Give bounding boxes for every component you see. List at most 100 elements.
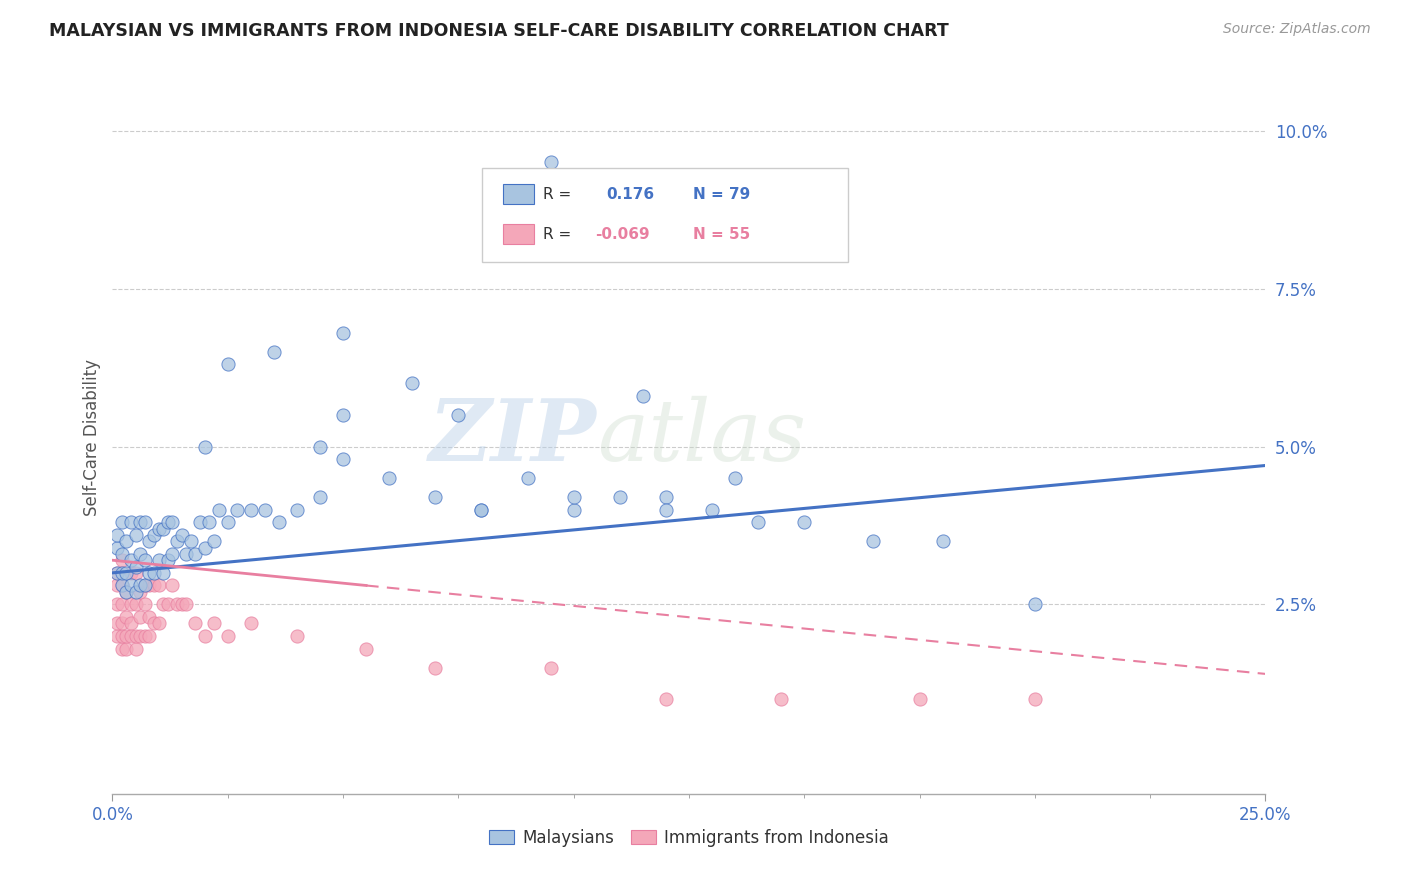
Point [207,502,229,516]
Point [105,598,128,612]
Text: -0.069: -0.069 [595,227,650,242]
Point [111,516,134,530]
Point [124,641,146,656]
Text: Source: ZipAtlas.com: Source: ZipAtlas.com [1223,22,1371,37]
Point [115,584,138,599]
Point [120,598,142,612]
Point [120,578,142,592]
Point [263,344,285,359]
Text: R =: R = [543,227,571,242]
Point [105,566,128,580]
Point [120,553,142,567]
Point [217,629,239,643]
Point [120,629,142,643]
Point [401,376,423,391]
Point [111,629,134,643]
Point [105,528,128,542]
Point [655,502,678,516]
Point [156,553,179,567]
Point [470,502,492,516]
Point [540,660,562,674]
Point [152,522,174,536]
Point [285,502,308,516]
Point [202,534,225,549]
Point [447,408,470,422]
Point [115,610,138,624]
Point [129,578,152,592]
Point [152,566,174,580]
Point [129,516,152,530]
Text: ZIP: ZIP [429,395,596,479]
Point [180,534,202,549]
Point [425,490,447,504]
Point [143,578,166,592]
Point [111,578,134,592]
Point [309,490,332,504]
Point [148,616,170,631]
Point [111,641,134,656]
Point [332,452,354,467]
Point [162,547,184,561]
Point [309,440,332,454]
Text: atlas: atlas [596,396,806,478]
Point [111,553,134,567]
Point [1024,692,1046,706]
Point [105,616,128,631]
Point [378,471,401,485]
Point [562,490,585,504]
Point [148,578,170,592]
Point [138,610,160,624]
Point [700,502,723,516]
Point [148,553,170,567]
Point [120,516,142,530]
Point [170,598,193,612]
Point [129,629,152,643]
Point [134,629,156,643]
Point [124,559,146,574]
Point [747,516,769,530]
Point [285,629,308,643]
Point [166,534,188,549]
Point [124,584,146,599]
Point [124,566,146,580]
Text: R =: R = [543,186,571,202]
Point [111,616,134,631]
Point [105,541,128,555]
Point [174,598,197,612]
Point [134,578,156,592]
Point [655,490,678,504]
Point [332,408,354,422]
Point [129,584,152,599]
Point [217,516,239,530]
Point [267,516,290,530]
Point [239,502,262,516]
Point [120,566,142,580]
Point [354,641,377,656]
Point [239,616,262,631]
Point [194,440,217,454]
Point [134,598,156,612]
Point [143,566,166,580]
Point [138,578,160,592]
Point [862,534,884,549]
Point [111,598,134,612]
Text: MALAYSIAN VS IMMIGRANTS FROM INDONESIA SELF-CARE DISABILITY CORRELATION CHART: MALAYSIAN VS IMMIGRANTS FROM INDONESIA S… [49,22,949,40]
Point [174,547,197,561]
Point [226,502,249,516]
Point [184,616,207,631]
Point [609,490,631,504]
Point [115,584,138,599]
Point [770,692,793,706]
Y-axis label: Self-Care Disability: Self-Care Disability [83,359,101,516]
Point [115,534,138,549]
Point [143,528,166,542]
Point [111,578,134,592]
Point [162,516,184,530]
Point [111,566,134,580]
Point [124,629,146,643]
Point [115,629,138,643]
Point [105,629,128,643]
Point [134,553,156,567]
Point [516,471,538,485]
Point [138,566,160,580]
